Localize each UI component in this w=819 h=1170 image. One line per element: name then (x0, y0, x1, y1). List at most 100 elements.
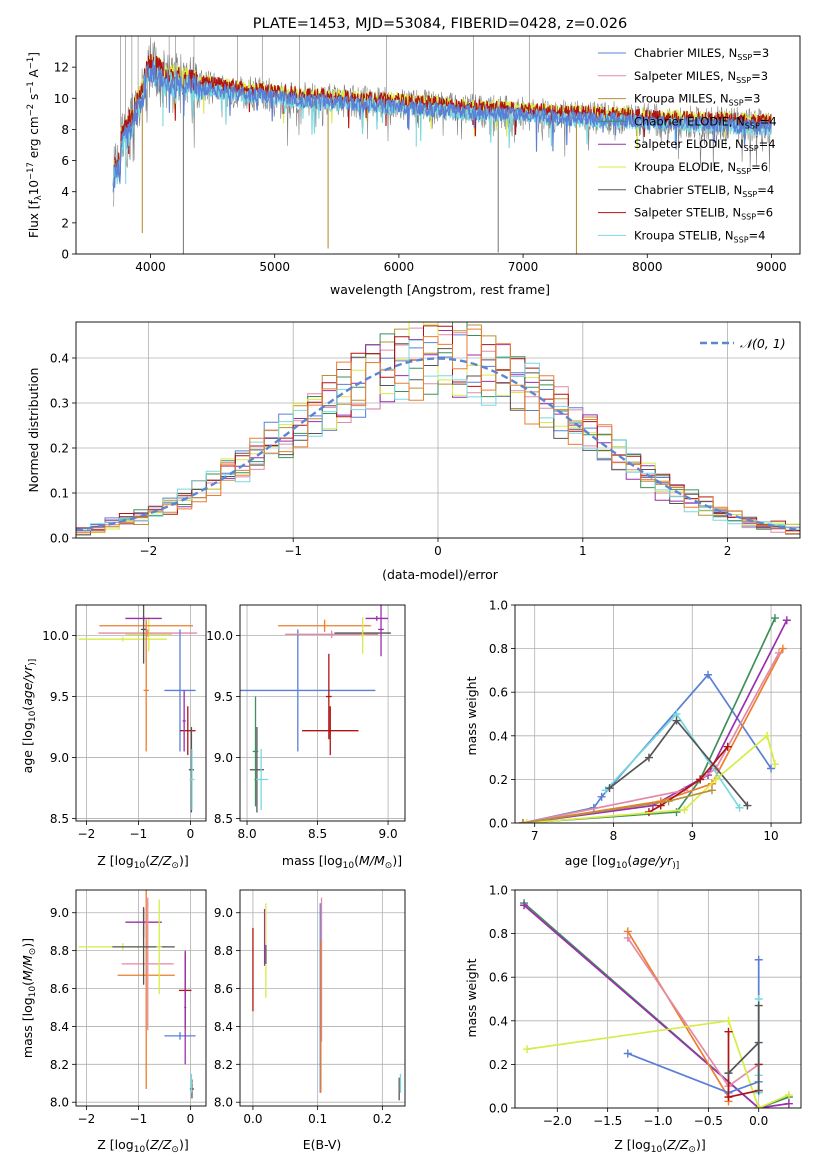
y-tick-label: 9.5 (214, 690, 233, 704)
model-spectrum (112, 59, 772, 192)
label-part: Z [log (614, 1137, 650, 1152)
axes-frame (75, 321, 801, 539)
label-part: ( (20, 706, 35, 711)
plus-marker (724, 1069, 733, 1078)
y-axis-label: mass [log10(M/M⊙)] (20, 938, 38, 1058)
label-part: =6 (756, 206, 773, 220)
histogram-orange (76, 328, 800, 534)
plus-marker (724, 1027, 733, 1036)
y-tick-label: 0.0 (489, 1102, 508, 1116)
y-tick-label: 0.2 (489, 1058, 508, 1072)
x-tick-label: 0.2 (373, 1112, 392, 1126)
x-tick-label: −2 (78, 827, 96, 841)
weight_vs_age-plot-area (518, 614, 791, 823)
label-part: 10 (28, 710, 38, 722)
label-part: Z/Z (149, 853, 172, 868)
axes-frame (514, 604, 802, 824)
plus-marker (754, 1086, 763, 1095)
x-axis-label: (data-model)/error (382, 567, 499, 582)
y-tick-label: 0.0 (50, 532, 69, 546)
error-bar-point (125, 617, 173, 652)
y-tick-label: 8.4 (214, 1020, 233, 1034)
y-tick-label: 8.5 (50, 812, 69, 826)
label-part: 10 (27, 180, 41, 195)
y-tick-label: 10.0 (206, 629, 233, 643)
age_vs_mass-plot-area (240, 605, 391, 813)
y-tick-label: 0.6 (489, 686, 508, 700)
label-part: SSP (742, 190, 757, 199)
label-part: 10 (651, 1145, 663, 1155)
label-part: ( (145, 853, 150, 868)
x-tick-label: 5000 (259, 260, 290, 274)
error-bar-point (302, 706, 359, 756)
x-tick-label: −2.0 (543, 1114, 572, 1128)
error-bar-point (252, 696, 259, 807)
plus-marker (711, 775, 720, 784)
label-part: =4 (760, 114, 777, 128)
y-axis-label: age [log10(age/yr)] (20, 659, 38, 774)
label-part: )] (179, 1137, 189, 1152)
label-part: age/yr (632, 853, 673, 868)
axes-frame (514, 889, 802, 1109)
axes-frame (239, 889, 406, 1107)
y-tick-label: 2 (61, 216, 69, 230)
label-part: SSP (736, 167, 751, 176)
x-tick-label: 9 (688, 829, 696, 843)
mass_vs_ebv-plot-area (252, 897, 402, 1101)
error-bar-point (112, 908, 175, 985)
legend-label: Salpeter ELODIE, NSSP=4 (634, 137, 776, 153)
y-tick-label: 0.4 (50, 352, 69, 366)
y-tick-label: 0.0 (489, 817, 508, 831)
x-tick-label: 9000 (756, 260, 787, 274)
x-tick-label: 0 (187, 1112, 195, 1126)
y-tick-label: 0.2 (489, 773, 508, 787)
y-tick-label: 0.3 (50, 397, 69, 411)
plus-marker (743, 801, 752, 810)
y-tick-label: 0.8 (489, 927, 508, 941)
label-part: 10 (134, 1145, 146, 1155)
legend-label: Salpeter MILES, NSSP=3 (634, 69, 768, 85)
label-part: 10 (134, 861, 146, 871)
y-tick-label: 6 (61, 154, 69, 168)
weight-line-kroupa_elodie (526, 1019, 790, 1108)
x-tick-label: 9.0 (379, 827, 398, 841)
y-tick-label: 0.2 (50, 442, 69, 456)
plus-marker (782, 616, 791, 625)
axes-frame (239, 604, 406, 822)
x-tick-label: 10 (763, 829, 778, 843)
y-tick-label: 1.0 (489, 599, 508, 613)
y-tick-label: 8.8 (50, 944, 69, 958)
x-tick-label: 0.1 (308, 1112, 327, 1126)
x-tick-label: −0.5 (694, 1114, 723, 1128)
plus-marker (784, 1090, 793, 1099)
legend-label: 𝒩(0, 1) (740, 336, 786, 351)
y-tick-label: 9.0 (214, 751, 233, 765)
chart-title: PLATE=1453, MJD=53084, FIBERID=0428, z=0… (253, 16, 627, 32)
x-axis-label: Z [log10(Z/Z⊙)] (614, 1137, 705, 1155)
label-part: ⊙ (28, 948, 38, 956)
x-tick-label: 8 (610, 829, 618, 843)
error-bar-point (143, 629, 149, 752)
label-part: =4 (757, 183, 774, 197)
label-part: mass [log (20, 997, 35, 1058)
error-bar-point (278, 619, 372, 632)
mass_vs_Z-axes: −2 −1 0 8.0 8.2 8.4 8.6 8.8 9.0 (50, 889, 207, 1126)
error-bar-point (190, 1073, 193, 1093)
plus-marker (696, 775, 705, 784)
axes-frame (75, 889, 207, 1107)
weight-line-salpeter_elodie (523, 904, 790, 1108)
residuals-axes: −2 −1 0 1 2 0.0 0.1 0.2 0.3 0.4 (50, 321, 801, 558)
label-part: ⊙ (171, 861, 179, 871)
label-part: =4 (759, 137, 776, 151)
x-tick-label: −2 (78, 1112, 96, 1126)
label-part: mass [log (282, 853, 343, 868)
label-part: age [log (20, 722, 35, 773)
y-tick-label: 8.0 (50, 1096, 69, 1110)
label-part: A (27, 68, 41, 81)
error-bar-point (359, 617, 366, 654)
plus-marker (605, 784, 614, 793)
weight-line-kroupa_miles (522, 789, 713, 823)
y-tick-label: 8 (61, 123, 69, 137)
